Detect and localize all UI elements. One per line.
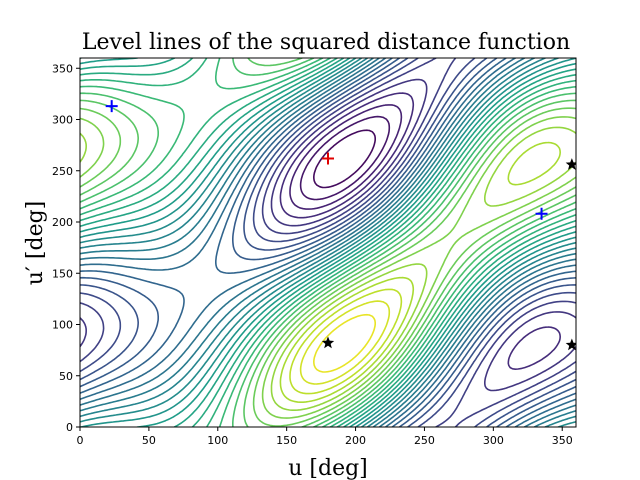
contour-level-line xyxy=(279,141,561,403)
x-tick-label: 350 xyxy=(552,434,573,447)
plot-area xyxy=(79,57,577,428)
contour-level-line xyxy=(80,58,576,427)
contour-level-line xyxy=(279,92,561,370)
contour-level-line xyxy=(80,78,576,392)
contour-level-line xyxy=(80,126,576,411)
saddle-marker xyxy=(565,338,576,351)
x-tick-label: 150 xyxy=(276,434,297,447)
x-axis-ticks: 0 50 100 150 200 250 300 350 xyxy=(77,427,573,447)
contour-level-line xyxy=(80,58,576,427)
x-axis-label: u [deg] xyxy=(288,456,368,480)
x-tick-label: 0 xyxy=(77,434,84,447)
critical-point-markers xyxy=(105,100,576,351)
contour-level-line xyxy=(80,58,576,427)
contour-level-line xyxy=(299,300,391,385)
y-axis-label: u′ [deg] xyxy=(23,201,48,286)
y-tick-label: 100 xyxy=(52,319,73,332)
contour-lines xyxy=(80,58,576,427)
chart-title: Level lines of the squared distance func… xyxy=(82,30,570,55)
plot-background xyxy=(80,58,576,427)
y-tick-label: 0 xyxy=(66,421,73,434)
y-axis-ticks: 0 50 100 150 200 250 300 350 xyxy=(52,62,80,434)
minimum-marker xyxy=(105,100,118,113)
y-tick-label: 300 xyxy=(52,114,73,127)
contour-level-line xyxy=(80,107,576,427)
contour-level-line xyxy=(80,58,576,427)
contour-level-line xyxy=(80,116,576,419)
x-tick-label: 50 xyxy=(142,434,156,447)
x-tick-label: 100 xyxy=(207,434,228,447)
y-tick-label: 50 xyxy=(59,370,73,383)
contour-level-line xyxy=(299,115,391,201)
x-tick-label: 300 xyxy=(483,434,504,447)
plot-frame xyxy=(79,57,577,428)
y-tick-label: 200 xyxy=(52,216,73,229)
x-tick-label: 250 xyxy=(414,434,435,447)
contour-level-line xyxy=(80,58,576,427)
maximum-marker xyxy=(322,152,334,165)
contour-level-line xyxy=(313,313,376,373)
y-tick-label: 350 xyxy=(52,62,73,75)
contour-level-line xyxy=(289,288,403,395)
contour-level-line xyxy=(289,104,403,210)
y-tick-label: 250 xyxy=(52,165,73,178)
contour-level-line xyxy=(80,58,576,427)
minimum-marker xyxy=(535,207,548,220)
contour-level-line xyxy=(80,58,576,427)
x-tick-label: 200 xyxy=(345,434,366,447)
saddle-marker xyxy=(565,158,576,170)
y-tick-label: 150 xyxy=(52,267,73,280)
saddle-marker xyxy=(321,336,335,349)
contour-level-line xyxy=(313,129,376,189)
